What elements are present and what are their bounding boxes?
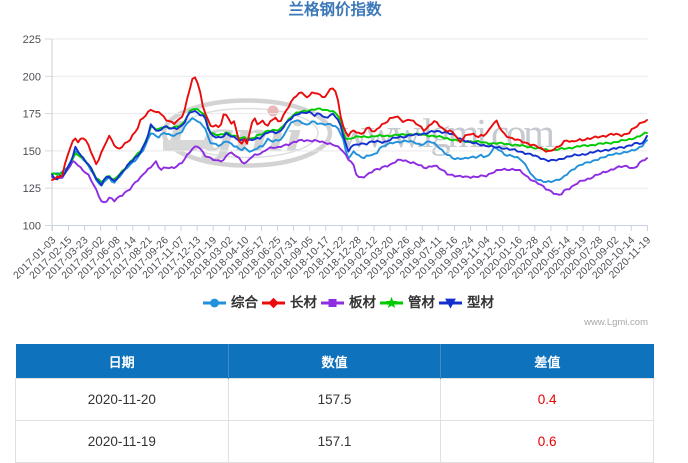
svg-text:型材: 型材 bbox=[467, 294, 494, 310]
svg-text:225: 225 bbox=[23, 34, 41, 46]
svg-text:管材: 管材 bbox=[408, 294, 435, 310]
svg-text:100: 100 bbox=[23, 221, 41, 233]
svg-text:综合: 综合 bbox=[231, 294, 258, 310]
svg-text:200: 200 bbox=[23, 71, 41, 83]
svg-text:长材: 长材 bbox=[290, 294, 317, 310]
svg-text:板材: 板材 bbox=[349, 294, 376, 310]
svg-text:150: 150 bbox=[23, 146, 41, 158]
svg-text:125: 125 bbox=[23, 183, 41, 195]
svg-text:175: 175 bbox=[23, 109, 41, 121]
svg-text:兰格钢价指数: 兰格钢价指数 bbox=[288, 0, 382, 19]
svg-text:www.Lgmi.com: www.Lgmi.com bbox=[583, 317, 648, 328]
